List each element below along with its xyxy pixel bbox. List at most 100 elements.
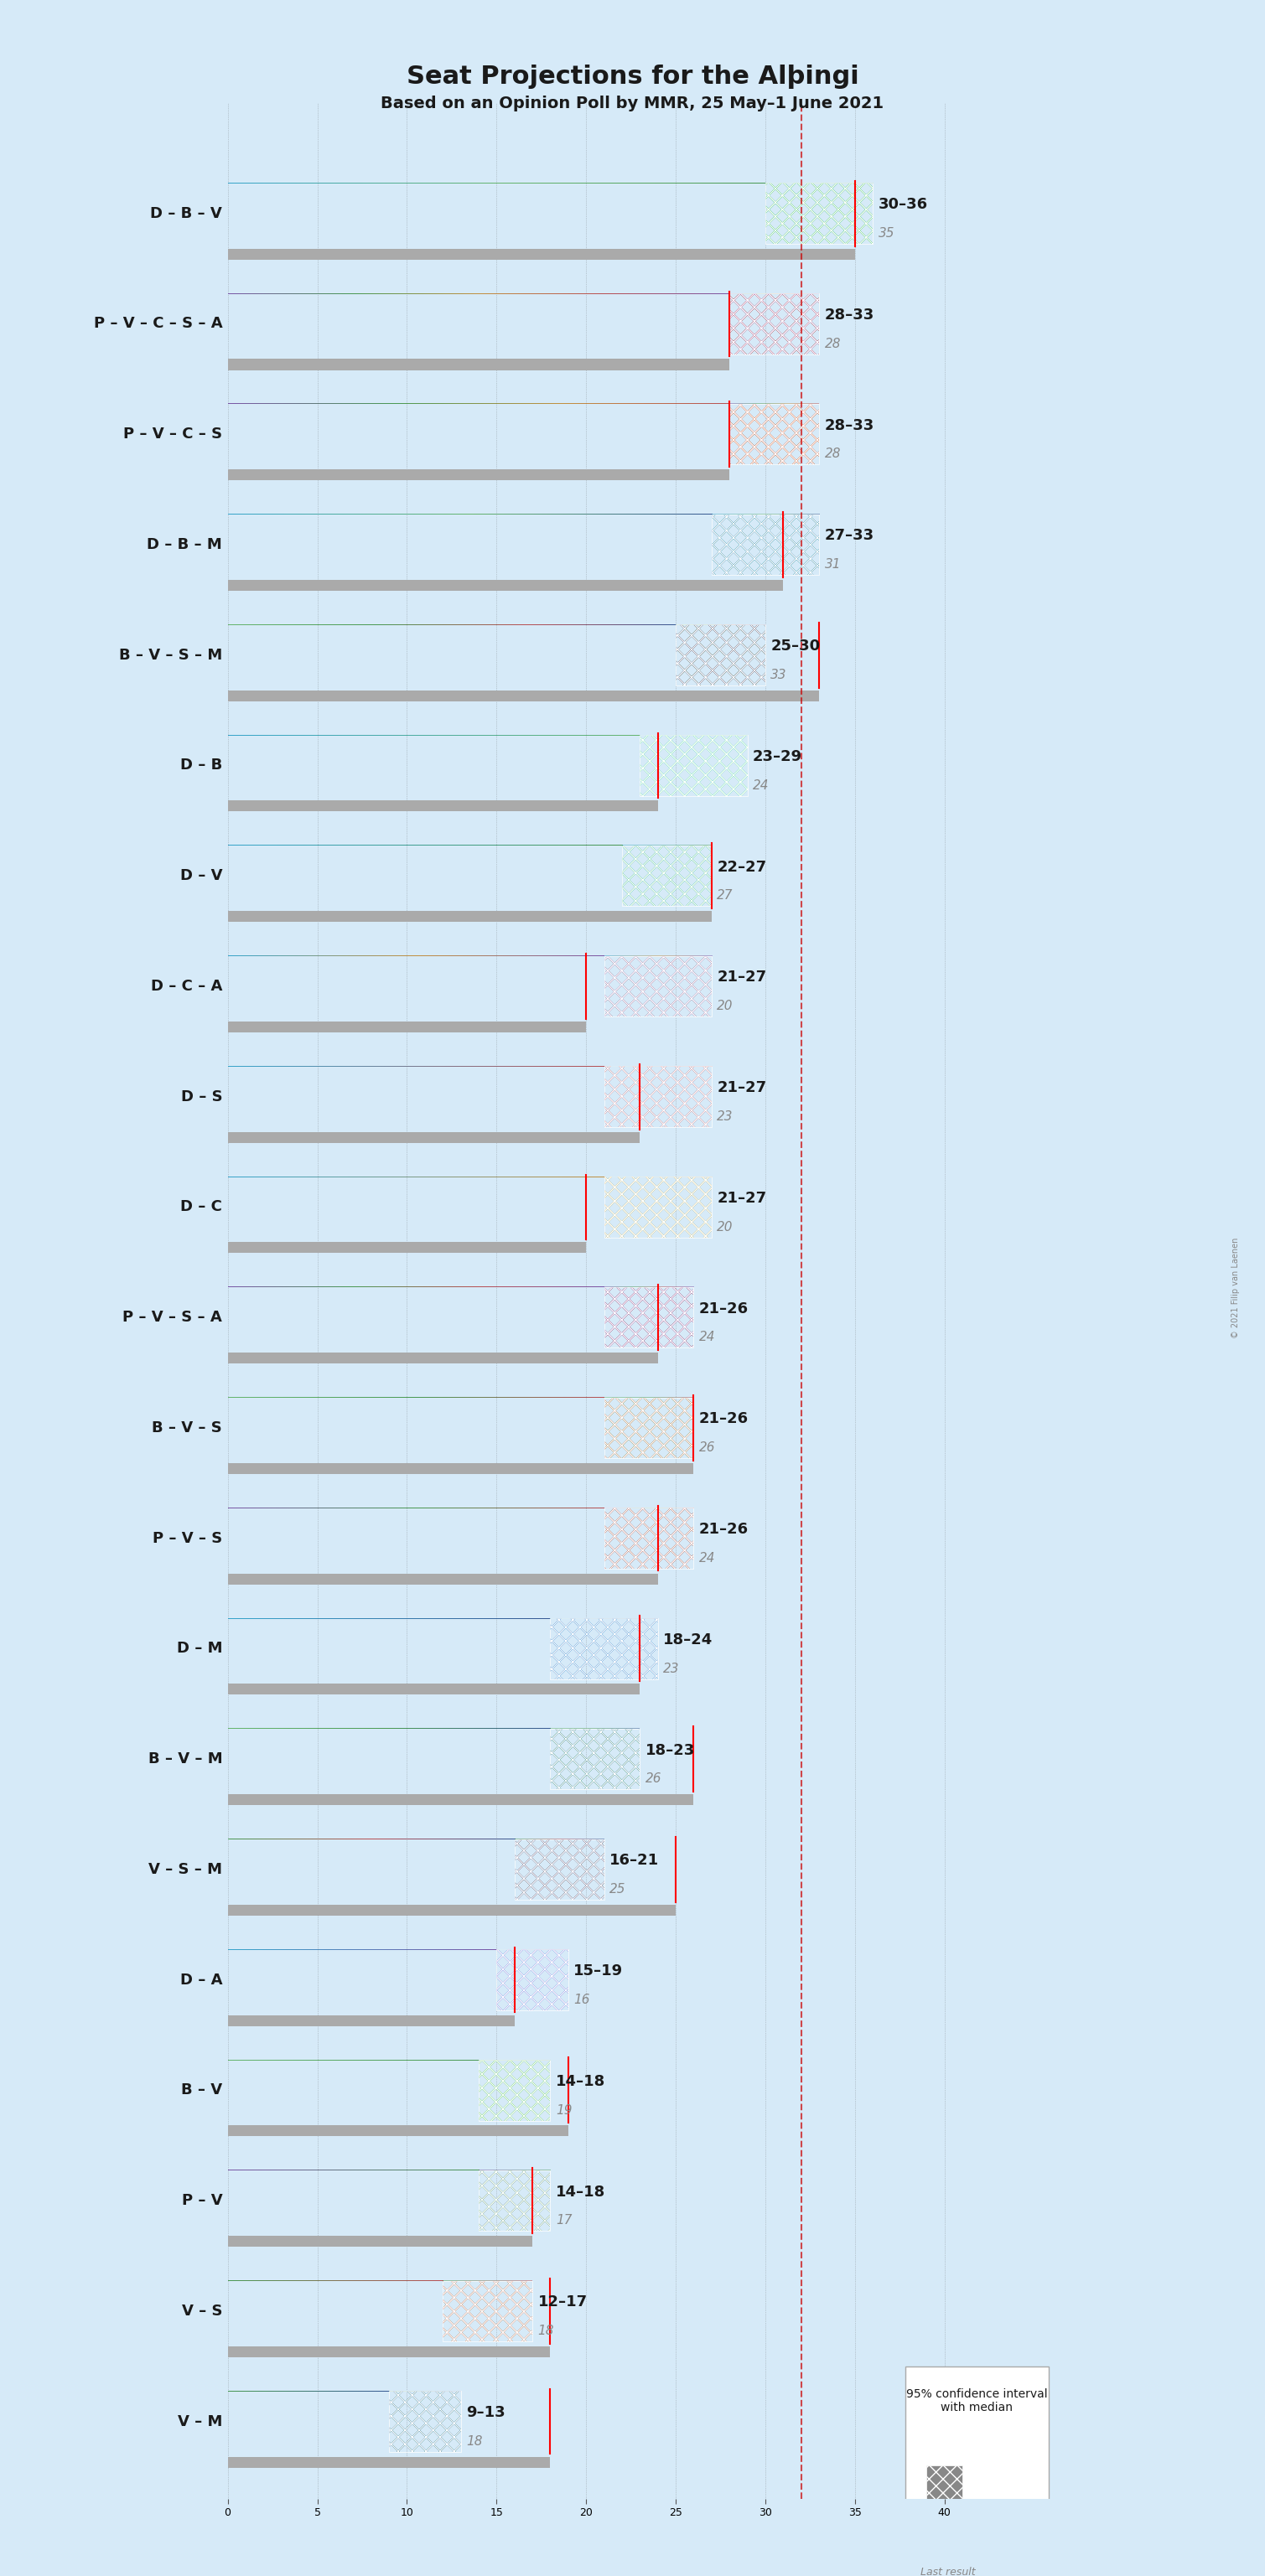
- Bar: [228, 2014, 515, 2025]
- Bar: [550, 1618, 658, 1680]
- Text: 21–26: 21–26: [700, 1301, 749, 1316]
- Text: 26: 26: [700, 1443, 716, 1453]
- Bar: [676, 623, 765, 685]
- Bar: [605, 1507, 693, 1569]
- Text: © 2021 Filip van Laenen: © 2021 Filip van Laenen: [1231, 1236, 1240, 1340]
- Bar: [605, 1177, 712, 1236]
- Bar: [228, 1685, 640, 1695]
- Text: 23: 23: [717, 1110, 734, 1123]
- Text: 20: 20: [717, 999, 734, 1012]
- Bar: [676, 623, 765, 685]
- Text: D – C – A: D – C – A: [151, 979, 223, 994]
- Bar: [605, 1396, 693, 1458]
- Text: B – V – S – M: B – V – S – M: [119, 647, 223, 662]
- Bar: [228, 1574, 658, 1584]
- Text: P – V: P – V: [182, 2192, 223, 2208]
- Text: 14–18: 14–18: [555, 2184, 606, 2200]
- Bar: [730, 294, 820, 353]
- Bar: [605, 1507, 693, 1569]
- Text: 26: 26: [645, 1772, 662, 1785]
- Bar: [228, 1131, 640, 1144]
- Bar: [730, 294, 820, 353]
- Bar: [765, 183, 873, 245]
- Text: D – V: D – V: [180, 868, 223, 884]
- Bar: [676, 623, 765, 685]
- Bar: [605, 1507, 693, 1569]
- Text: 21–27: 21–27: [717, 1190, 767, 1206]
- Bar: [515, 1839, 605, 1899]
- Bar: [622, 845, 712, 907]
- Text: 27–33: 27–33: [825, 528, 874, 544]
- Text: 12–17: 12–17: [538, 2295, 587, 2311]
- Text: V – S: V – S: [182, 2303, 223, 2318]
- Text: 16–21: 16–21: [610, 1852, 659, 1868]
- Bar: [730, 404, 820, 464]
- Text: 21–26: 21–26: [700, 1522, 749, 1538]
- Bar: [228, 1795, 693, 1806]
- Bar: [228, 1904, 676, 1917]
- Bar: [515, 1839, 605, 1899]
- Bar: [906, 2367, 1049, 2576]
- Text: 24: 24: [700, 1332, 716, 1345]
- Bar: [390, 2391, 460, 2452]
- Text: 21–27: 21–27: [717, 971, 767, 984]
- Text: 21–26: 21–26: [700, 1412, 749, 1427]
- Bar: [605, 1066, 712, 1126]
- Bar: [478, 2061, 550, 2120]
- Bar: [496, 1950, 568, 2009]
- Bar: [228, 1242, 586, 1252]
- Text: 28: 28: [825, 337, 841, 350]
- Bar: [228, 469, 730, 479]
- Text: 17: 17: [555, 2215, 572, 2226]
- Bar: [605, 1288, 693, 1347]
- Bar: [765, 183, 873, 245]
- Text: 16: 16: [573, 1994, 589, 2007]
- Bar: [478, 2061, 550, 2120]
- Bar: [550, 1618, 658, 1680]
- Text: B – V – S: B – V – S: [152, 1419, 223, 1435]
- Text: 28–33: 28–33: [825, 417, 874, 433]
- Bar: [478, 2169, 550, 2231]
- Text: 18: 18: [538, 2324, 554, 2336]
- Bar: [676, 623, 765, 685]
- Bar: [443, 2280, 533, 2342]
- Bar: [228, 912, 712, 922]
- Bar: [605, 1066, 712, 1126]
- Text: P – V – C – S – A: P – V – C – S – A: [94, 317, 223, 332]
- Text: D – A: D – A: [180, 1973, 223, 1986]
- Bar: [640, 734, 748, 796]
- Bar: [622, 845, 712, 907]
- Bar: [712, 515, 820, 574]
- Text: D – C: D – C: [181, 1200, 223, 1213]
- Text: B – V – M: B – V – M: [148, 1752, 223, 1767]
- Bar: [478, 2061, 550, 2120]
- Text: D – M: D – M: [177, 1641, 223, 1656]
- Bar: [712, 515, 820, 574]
- Bar: [730, 404, 820, 464]
- Bar: [712, 515, 820, 574]
- Text: 25–30: 25–30: [770, 639, 820, 654]
- Bar: [228, 690, 820, 701]
- Bar: [228, 2347, 550, 2357]
- Bar: [605, 956, 712, 1018]
- Bar: [605, 1066, 712, 1126]
- Text: V – M: V – M: [177, 2414, 223, 2429]
- Bar: [640, 734, 748, 796]
- Text: 21–27: 21–27: [717, 1079, 767, 1095]
- Bar: [676, 623, 765, 685]
- Text: 31: 31: [825, 559, 841, 572]
- Bar: [640, 734, 748, 796]
- Bar: [730, 404, 820, 464]
- Text: P – V – C – S: P – V – C – S: [123, 428, 223, 440]
- Bar: [730, 404, 820, 464]
- Text: 24: 24: [700, 1551, 716, 1564]
- Bar: [605, 1177, 712, 1236]
- Text: 24: 24: [753, 778, 769, 791]
- Text: 15–19: 15–19: [573, 1963, 624, 1978]
- Text: 22–27: 22–27: [717, 860, 767, 873]
- Bar: [390, 2391, 460, 2452]
- Bar: [927, 2465, 963, 2522]
- Text: Last result: Last result: [921, 2568, 975, 2576]
- Text: D – B – V: D – B – V: [151, 206, 223, 222]
- Text: P – V – S – A: P – V – S – A: [123, 1311, 223, 1324]
